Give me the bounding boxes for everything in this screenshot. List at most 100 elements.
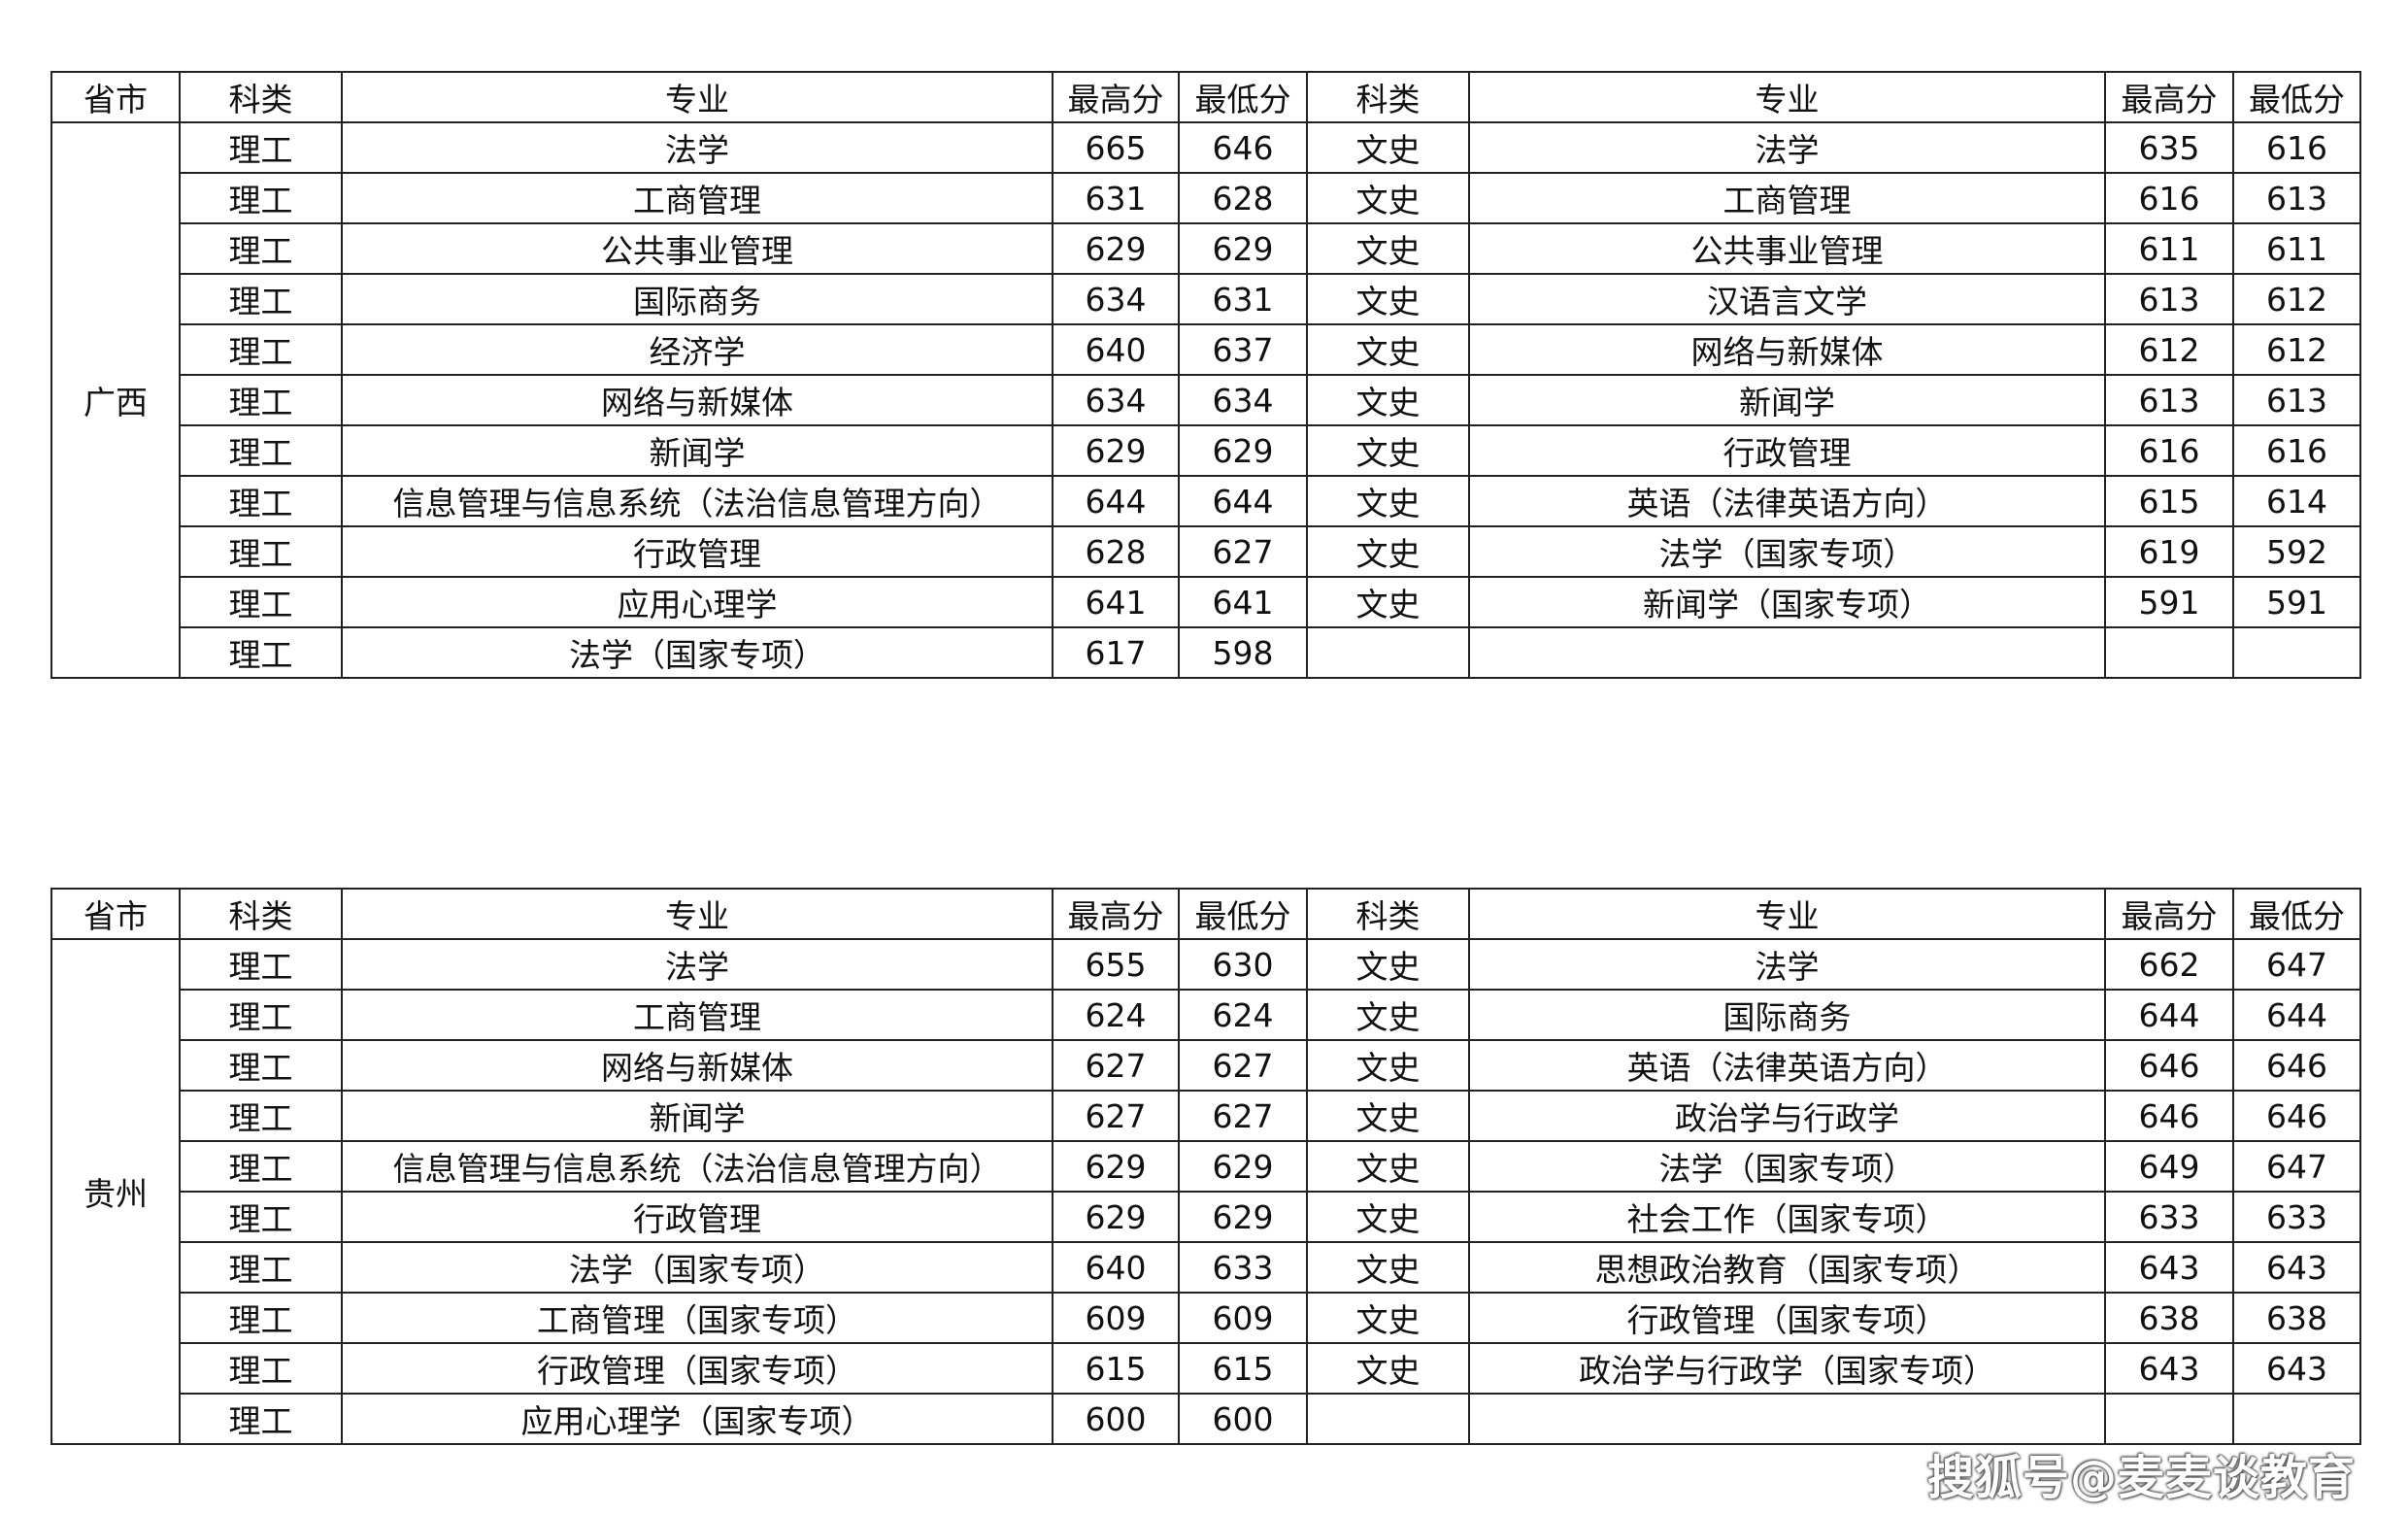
science-min-cell: 624 bbox=[1178, 989, 1308, 1041]
arts-min-cell: 643 bbox=[2232, 1241, 2361, 1294]
header-category: 科类 bbox=[179, 71, 343, 123]
arts-max-cell: 643 bbox=[2104, 1342, 2234, 1395]
arts-min-cell: 633 bbox=[2232, 1191, 2361, 1243]
arts-min-cell: 616 bbox=[2232, 424, 2361, 477]
arts-major-cell: 工商管理 bbox=[1468, 172, 2106, 224]
header-min: 最低分 bbox=[1178, 888, 1308, 940]
table-row: 理工 新闻学 629 629 文史 行政管理 616 616 bbox=[51, 424, 2361, 477]
arts-major-cell: 国际商务 bbox=[1468, 989, 2106, 1041]
science-min-cell: 628 bbox=[1178, 172, 1308, 224]
table-row: 理工 行政管理 629 629 文史 社会工作（国家专项） 633 633 bbox=[51, 1191, 2361, 1243]
science-major-cell: 工商管理（国家专项） bbox=[341, 1292, 1054, 1344]
table-row: 理工 工商管理 624 624 文史 国际商务 644 644 bbox=[51, 989, 2361, 1041]
guangxi-score-table: 省市 科类 专业 最高分 最低分 科类 专业 最高分 最低分 广西 理工 法学 665 646 文史 法学 63… bbox=[50, 71, 2361, 679]
arts-major-cell: 思想政治教育（国家专项） bbox=[1468, 1241, 2106, 1294]
table-row: 理工 公共事业管理 629 629 文史 公共事业管理 611 611 bbox=[51, 222, 2361, 275]
arts-category-cell: 文史 bbox=[1306, 938, 1470, 991]
science-max-cell: 615 bbox=[1052, 1342, 1180, 1395]
table-row: 理工 网络与新媒体 634 634 文史 新闻学 613 613 bbox=[51, 374, 2361, 426]
arts-max-cell: 616 bbox=[2104, 424, 2234, 477]
science-max-cell: 628 bbox=[1052, 525, 1180, 578]
arts-major-cell: 社会工作（国家专项） bbox=[1468, 1191, 2106, 1243]
header-category: 科类 bbox=[179, 888, 343, 940]
table-row: 理工 信息管理与信息系统（法治信息管理方向） 644 644 文史 英语（法律英语方向） 6… bbox=[51, 475, 2361, 527]
table-row: 理工 应用心理学（国家专项） 600 600 bbox=[51, 1393, 2361, 1445]
arts-min-cell: 644 bbox=[2232, 989, 2361, 1041]
arts-major-cell: 新闻学（国家专项） bbox=[1468, 576, 2106, 628]
arts-max-cell: 619 bbox=[2104, 525, 2234, 578]
arts-category-cell: 文史 bbox=[1306, 222, 1470, 275]
science-max-cell: 609 bbox=[1052, 1292, 1180, 1344]
watermark: 搜狐号@麦麦谈教育 bbox=[1927, 1451, 2357, 1505]
table-row: 理工 行政管理（国家专项） 615 615 文史 政治学与行政学（国家专项） 643 643 bbox=[51, 1342, 2361, 1395]
arts-major-cell: 法学 bbox=[1468, 121, 2106, 174]
science-max-cell: 629 bbox=[1052, 222, 1180, 275]
science-major-cell: 工商管理 bbox=[341, 172, 1054, 224]
science-category-cell: 理工 bbox=[179, 1090, 343, 1142]
science-category-cell: 理工 bbox=[179, 989, 343, 1041]
science-category-cell: 理工 bbox=[179, 475, 343, 527]
arts-max-cell: 635 bbox=[2104, 121, 2234, 174]
science-major-cell: 新闻学 bbox=[341, 1090, 1054, 1142]
science-category-cell: 理工 bbox=[179, 1140, 343, 1193]
arts-category-cell: 文史 bbox=[1306, 475, 1470, 527]
arts-max-cell: 612 bbox=[2104, 323, 2234, 376]
arts-category-cell: 文史 bbox=[1306, 374, 1470, 426]
science-major-cell: 网络与新媒体 bbox=[341, 1039, 1054, 1092]
arts-category-cell: 文史 bbox=[1306, 989, 1470, 1041]
arts-major-cell bbox=[1468, 1393, 2106, 1445]
arts-category-cell: 文史 bbox=[1306, 1292, 1470, 1344]
header-min: 最低分 bbox=[1178, 71, 1308, 123]
science-category-cell: 理工 bbox=[179, 938, 343, 991]
arts-min-cell: 646 bbox=[2232, 1039, 2361, 1092]
science-category-cell: 理工 bbox=[179, 121, 343, 174]
table-row: 理工 工商管理（国家专项） 609 609 文史 行政管理（国家专项） 638 638 bbox=[51, 1292, 2361, 1344]
science-category-cell: 理工 bbox=[179, 222, 343, 275]
table-row: 理工 经济学 640 637 文史 网络与新媒体 612 612 bbox=[51, 323, 2361, 376]
science-category-cell: 理工 bbox=[179, 424, 343, 477]
arts-major-cell: 网络与新媒体 bbox=[1468, 323, 2106, 376]
arts-max-cell bbox=[2104, 1393, 2234, 1445]
arts-major-cell: 行政管理（国家专项） bbox=[1468, 1292, 2106, 1344]
arts-min-cell: 646 bbox=[2232, 1090, 2361, 1142]
arts-max-cell: 662 bbox=[2104, 938, 2234, 991]
table-row: 理工 法学（国家专项） 640 633 文史 思想政治教育（国家专项） 643 643 bbox=[51, 1241, 2361, 1294]
science-category-cell: 理工 bbox=[179, 525, 343, 578]
science-min-cell: 641 bbox=[1178, 576, 1308, 628]
table-row: 广西 理工 法学 665 646 文史 法学 635 616 bbox=[50, 121, 2361, 679]
arts-category-cell: 文史 bbox=[1306, 1039, 1470, 1092]
header-min: 最低分 bbox=[2232, 888, 2361, 940]
arts-max-cell: 615 bbox=[2104, 475, 2234, 527]
arts-category-cell: 文史 bbox=[1306, 424, 1470, 477]
arts-category-cell bbox=[1306, 626, 1470, 679]
table-row: 理工 应用心理学 641 641 文史 新闻学（国家专项） 591 591 bbox=[51, 576, 2361, 628]
science-min-cell: 629 bbox=[1178, 1191, 1308, 1243]
science-major-cell: 新闻学 bbox=[341, 424, 1054, 477]
science-major-cell: 法学 bbox=[341, 938, 1054, 991]
science-min-cell: 634 bbox=[1178, 374, 1308, 426]
arts-min-cell: 592 bbox=[2232, 525, 2361, 578]
header-major: 专业 bbox=[1468, 888, 2106, 940]
arts-major-cell: 政治学与行政学（国家专项） bbox=[1468, 1342, 2106, 1395]
science-max-cell: 641 bbox=[1052, 576, 1180, 628]
arts-max-cell: 646 bbox=[2104, 1039, 2234, 1092]
science-category-cell: 理工 bbox=[179, 1191, 343, 1243]
header-province: 省市 bbox=[50, 888, 181, 940]
science-max-cell: 640 bbox=[1052, 1241, 1180, 1294]
arts-max-cell: 633 bbox=[2104, 1191, 2234, 1243]
arts-major-cell: 英语（法律英语方向） bbox=[1468, 1039, 2106, 1092]
arts-category-cell: 文史 bbox=[1306, 1241, 1470, 1294]
header-max: 最高分 bbox=[2104, 888, 2234, 940]
arts-min-cell: 611 bbox=[2232, 222, 2361, 275]
science-max-cell: 627 bbox=[1052, 1039, 1180, 1092]
science-min-cell: 629 bbox=[1178, 1140, 1308, 1193]
arts-min-cell: 614 bbox=[2232, 475, 2361, 527]
science-major-cell: 公共事业管理 bbox=[341, 222, 1054, 275]
guizhou-score-table: 省市 科类 专业 最高分 最低分 科类 专业 最高分 最低分 贵州 理工 法学 655 630 文史 法学 66… bbox=[50, 888, 2361, 1445]
science-max-cell: 640 bbox=[1052, 323, 1180, 376]
arts-category-cell: 文史 bbox=[1306, 1140, 1470, 1193]
science-min-cell: 615 bbox=[1178, 1342, 1308, 1395]
arts-max-cell: 638 bbox=[2104, 1292, 2234, 1344]
arts-category-cell: 文史 bbox=[1306, 576, 1470, 628]
header-province: 省市 bbox=[50, 71, 181, 123]
